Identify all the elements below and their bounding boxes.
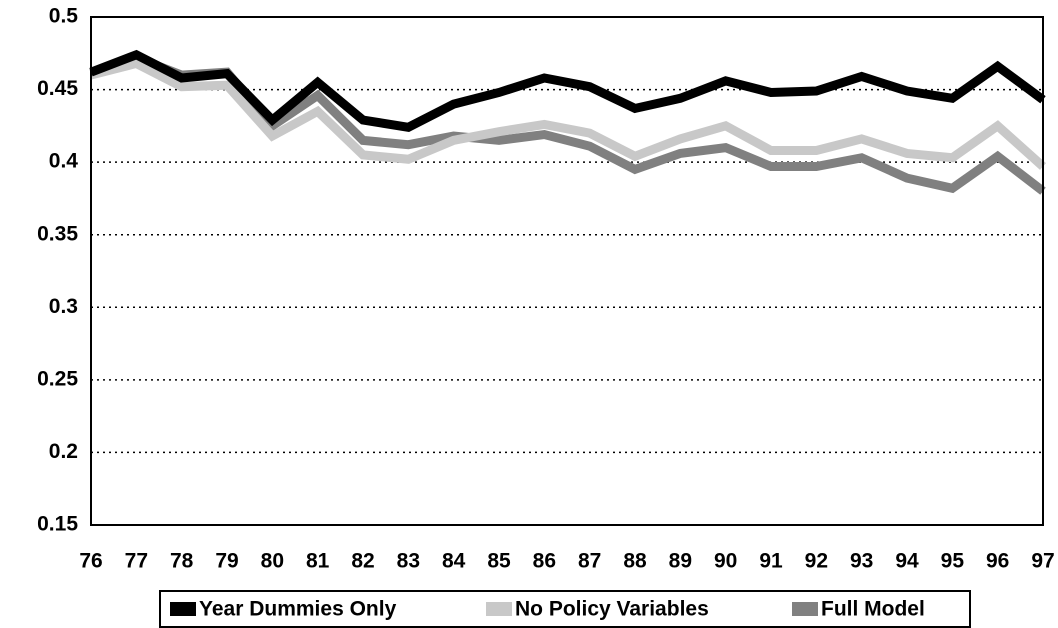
x-tick-label: 81 bbox=[306, 550, 330, 573]
y-tick-label: 0.4 bbox=[49, 150, 79, 173]
x-tick-label: 89 bbox=[669, 550, 692, 573]
x-tick-label: 76 bbox=[79, 550, 102, 573]
legend-label: Full Model bbox=[821, 598, 925, 621]
legend-swatch bbox=[170, 602, 196, 616]
x-tick-label: 78 bbox=[170, 550, 194, 573]
x-tick-label: 86 bbox=[533, 550, 556, 573]
x-tick-label: 77 bbox=[125, 550, 148, 573]
y-tick-label: 0.3 bbox=[49, 295, 78, 318]
x-tick-label: 96 bbox=[986, 550, 1009, 573]
x-tick-label: 97 bbox=[1031, 550, 1054, 573]
x-tick-label: 94 bbox=[895, 550, 919, 573]
x-tick-label: 95 bbox=[941, 550, 965, 573]
x-tick-label: 85 bbox=[487, 550, 511, 573]
y-tick-label: 0.25 bbox=[37, 367, 78, 390]
y-tick-label: 0.45 bbox=[37, 77, 78, 100]
x-tick-label: 93 bbox=[850, 550, 873, 573]
legend-swatch bbox=[792, 602, 818, 616]
y-tick-label: 0.15 bbox=[37, 513, 78, 536]
legend-box bbox=[159, 590, 971, 628]
plot-frame bbox=[90, 16, 1044, 526]
x-tick-label: 91 bbox=[759, 550, 783, 573]
y-tick-label: 0.35 bbox=[37, 222, 78, 245]
x-tick-label: 79 bbox=[215, 550, 238, 573]
x-tick-label: 84 bbox=[442, 550, 466, 573]
x-tick-label: 88 bbox=[623, 550, 647, 573]
y-tick-label: 0.5 bbox=[49, 5, 79, 28]
legend-swatch bbox=[486, 602, 512, 616]
x-tick-label: 92 bbox=[805, 550, 828, 573]
x-tick-label: 82 bbox=[351, 550, 374, 573]
series-line bbox=[89, 58, 1047, 170]
series-line bbox=[89, 49, 1046, 132]
x-tick-label: 90 bbox=[714, 550, 737, 573]
y-tick-label: 0.2 bbox=[49, 440, 78, 463]
legend-label: Year Dummies Only bbox=[199, 598, 397, 621]
x-tick-label: 80 bbox=[261, 550, 284, 573]
x-tick-label: 87 bbox=[578, 550, 601, 573]
legend-label: No Policy Variables bbox=[515, 598, 709, 621]
x-tick-label: 83 bbox=[397, 550, 420, 573]
